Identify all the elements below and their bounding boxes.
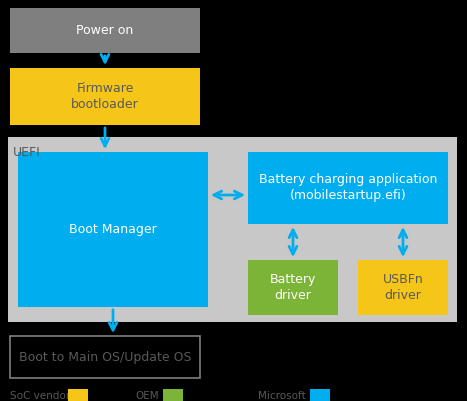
Bar — [310, 389, 330, 401]
Bar — [68, 389, 88, 401]
Bar — [248, 152, 448, 224]
Text: Microsoft: Microsoft — [258, 391, 306, 401]
Bar — [163, 389, 183, 401]
Text: Power on: Power on — [77, 24, 134, 37]
Text: SoC vendor: SoC vendor — [10, 391, 70, 401]
Text: USBFn
driver: USBFn driver — [382, 273, 424, 302]
Bar — [248, 260, 338, 315]
Bar — [10, 68, 200, 125]
Text: UEFI: UEFI — [13, 146, 41, 160]
Bar — [18, 152, 208, 307]
Text: Boot to Main OS/Update OS: Boot to Main OS/Update OS — [19, 350, 191, 363]
Text: Battery charging application
(mobilestartup.efi): Battery charging application (mobilestar… — [259, 174, 437, 203]
Bar — [8, 137, 457, 322]
Text: Firmware
bootloader: Firmware bootloader — [71, 82, 139, 111]
Bar — [10, 8, 200, 53]
Bar — [358, 260, 448, 315]
Bar — [10, 336, 200, 378]
Text: Battery
driver: Battery driver — [270, 273, 316, 302]
Text: OEM: OEM — [135, 391, 159, 401]
Text: Boot Manager: Boot Manager — [69, 223, 157, 236]
